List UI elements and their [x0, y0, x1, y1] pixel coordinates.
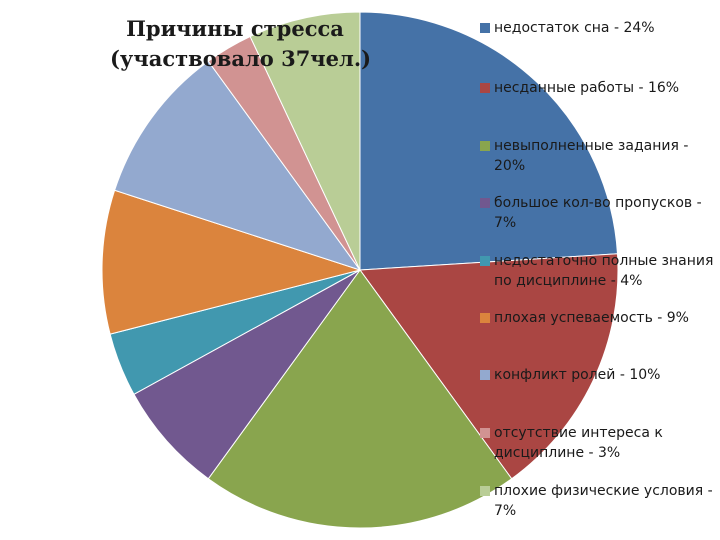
legend-swatch	[480, 256, 490, 266]
legend-swatch	[480, 83, 490, 93]
pie-slice-7	[113, 60, 362, 271]
legend-label: недостаточно полные знания по дисциплине…	[494, 253, 714, 289]
legend-swatch	[480, 486, 490, 496]
legend-label: несданные работы - 16%	[494, 80, 680, 96]
legend-swatch	[480, 141, 490, 151]
pie-slices	[101, 11, 619, 529]
legend-label: невыполненные задания - 20%	[494, 138, 689, 174]
pie-slice-2	[359, 253, 619, 480]
legend-swatch	[480, 23, 490, 33]
legend-swatch	[480, 428, 490, 438]
pie-slice-3	[207, 269, 513, 529]
pie-slice-4	[133, 269, 361, 480]
legend-label: недостаток сна - 24%	[494, 20, 655, 36]
legend-label: конфликт ролей - 10%	[494, 367, 661, 383]
legend-swatch	[480, 313, 490, 323]
legend-swatch	[480, 370, 490, 380]
legend-label: плохие физические условия - 7%	[494, 483, 713, 519]
legend-label: отсутствие интереса к дисциплине - 3%	[494, 425, 663, 461]
legend-label: плохая успеваемость - 9%	[494, 310, 689, 326]
pie-slice-6	[101, 189, 362, 335]
pie-slice-9	[249, 11, 361, 271]
legend-label: большое кол-во пропусков - 7%	[494, 195, 702, 231]
legend-swatch	[480, 198, 490, 208]
